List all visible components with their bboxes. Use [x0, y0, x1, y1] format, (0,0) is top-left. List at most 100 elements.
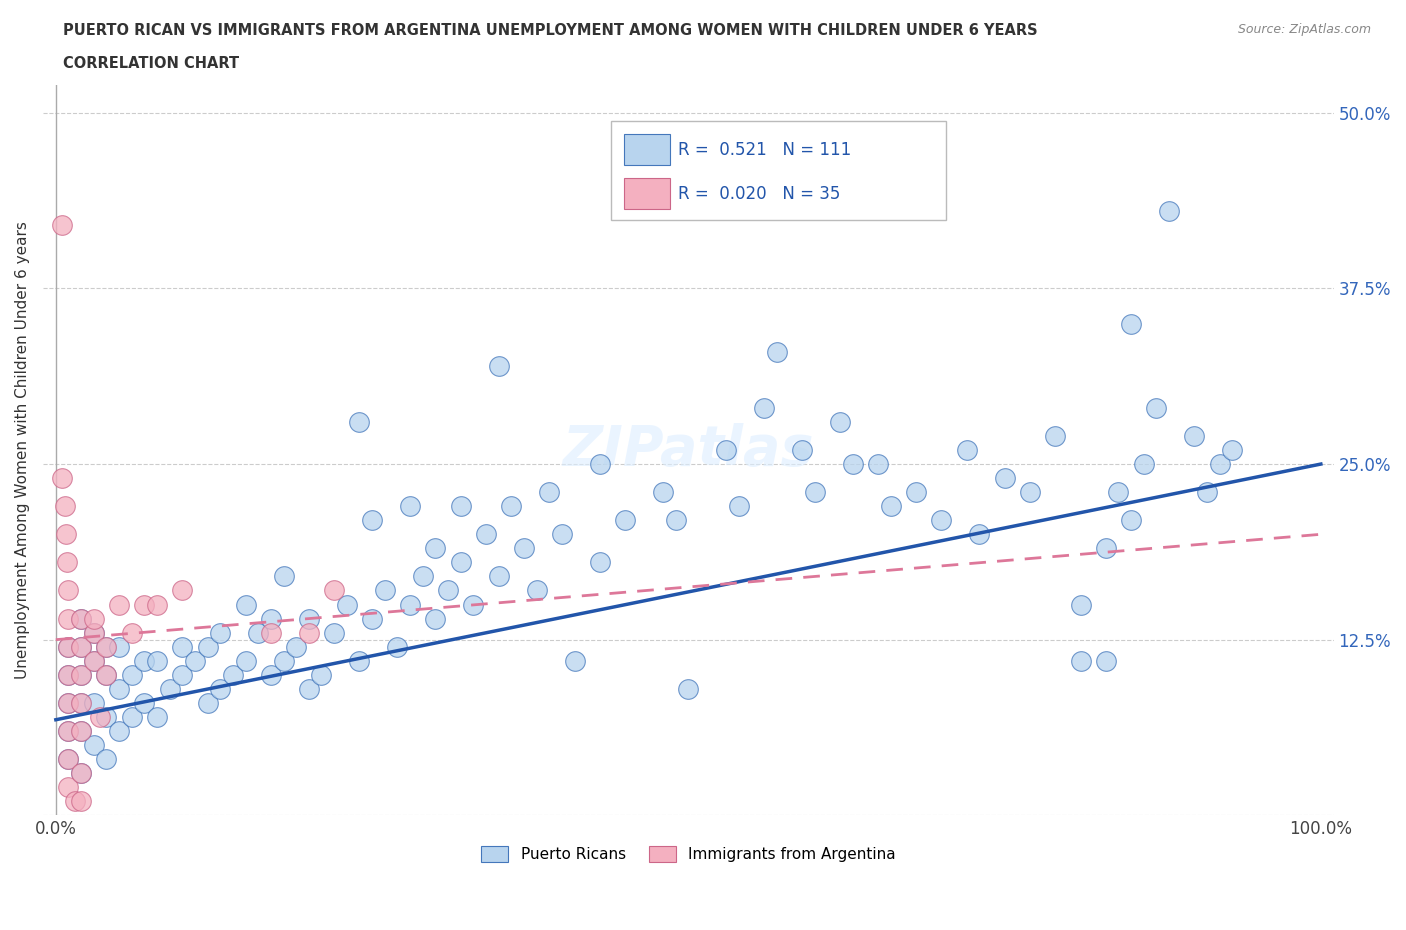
Point — [766, 344, 789, 359]
Point — [58, 639, 80, 654]
Point — [665, 512, 688, 527]
Point — [58, 583, 80, 598]
Point — [1069, 653, 1091, 668]
Point — [58, 751, 80, 766]
Point — [58, 668, 80, 683]
Point — [53, 498, 76, 513]
Point — [1094, 541, 1116, 556]
FancyBboxPatch shape — [612, 121, 946, 219]
Point — [260, 668, 283, 683]
Point — [285, 639, 308, 654]
Text: R =  0.521   N = 111: R = 0.521 N = 111 — [678, 140, 851, 159]
Point — [868, 457, 890, 472]
Point — [425, 541, 447, 556]
Point — [108, 682, 131, 697]
Point — [70, 696, 93, 711]
Point — [70, 668, 93, 683]
Point — [197, 696, 219, 711]
Point — [134, 653, 156, 668]
Point — [83, 737, 105, 752]
Point — [70, 724, 93, 738]
Point — [70, 639, 93, 654]
Point — [969, 527, 991, 542]
Point — [298, 625, 321, 640]
Point — [323, 625, 346, 640]
Point — [349, 415, 371, 430]
Point — [146, 597, 169, 612]
Point — [260, 625, 283, 640]
Point — [134, 597, 156, 612]
Point — [361, 611, 384, 626]
Point — [880, 498, 903, 513]
Text: R =  0.020   N = 35: R = 0.020 N = 35 — [678, 184, 841, 203]
Point — [956, 443, 979, 458]
FancyBboxPatch shape — [624, 179, 671, 209]
Point — [96, 639, 118, 654]
Point — [146, 710, 169, 724]
Point — [58, 639, 80, 654]
Text: CORRELATION CHART: CORRELATION CHART — [63, 56, 239, 71]
Point — [1220, 443, 1243, 458]
Text: ZIPatlas: ZIPatlas — [562, 423, 814, 477]
Point — [209, 682, 232, 697]
Point — [247, 625, 270, 640]
Point — [83, 653, 105, 668]
Point — [678, 682, 700, 697]
Point — [70, 794, 93, 809]
Point — [1119, 512, 1142, 527]
Point — [121, 668, 143, 683]
Point — [58, 724, 80, 738]
Point — [450, 498, 472, 513]
Point — [96, 751, 118, 766]
Point — [121, 710, 143, 724]
Point — [96, 668, 118, 683]
Point — [614, 512, 637, 527]
Point — [58, 724, 80, 738]
Point — [83, 625, 105, 640]
Point — [58, 779, 80, 794]
Point — [146, 653, 169, 668]
Point — [830, 415, 852, 430]
Text: Source: ZipAtlas.com: Source: ZipAtlas.com — [1237, 23, 1371, 36]
Point — [134, 696, 156, 711]
Point — [716, 443, 738, 458]
Point — [412, 569, 434, 584]
Point — [108, 724, 131, 738]
Point — [70, 611, 93, 626]
Point — [70, 724, 93, 738]
Point — [463, 597, 485, 612]
Point — [450, 555, 472, 570]
Point — [475, 527, 498, 542]
Point — [235, 653, 257, 668]
FancyBboxPatch shape — [624, 135, 671, 166]
Point — [336, 597, 359, 612]
Point — [564, 653, 586, 668]
Point — [1144, 401, 1167, 416]
Point — [222, 668, 245, 683]
Point — [209, 625, 232, 640]
Point — [55, 527, 77, 542]
Point — [51, 471, 73, 485]
Point — [121, 625, 143, 640]
Text: PUERTO RICAN VS IMMIGRANTS FROM ARGENTINA UNEMPLOYMENT AMONG WOMEN WITH CHILDREN: PUERTO RICAN VS IMMIGRANTS FROM ARGENTIN… — [63, 23, 1038, 38]
Point — [1182, 429, 1205, 444]
Point — [83, 653, 105, 668]
Point — [905, 485, 928, 499]
Point — [298, 611, 321, 626]
Point — [273, 569, 295, 584]
Point — [754, 401, 776, 416]
Point — [501, 498, 523, 513]
Legend: Puerto Ricans, Immigrants from Argentina: Puerto Ricans, Immigrants from Argentina — [474, 839, 904, 870]
Point — [96, 668, 118, 683]
Point — [159, 682, 181, 697]
Point — [1045, 429, 1067, 444]
Point — [56, 555, 79, 570]
Point — [842, 457, 865, 472]
Point — [260, 611, 283, 626]
Point — [652, 485, 675, 499]
Point — [551, 527, 574, 542]
Point — [70, 765, 93, 780]
Point — [58, 696, 80, 711]
Point — [804, 485, 827, 499]
Point — [931, 512, 953, 527]
